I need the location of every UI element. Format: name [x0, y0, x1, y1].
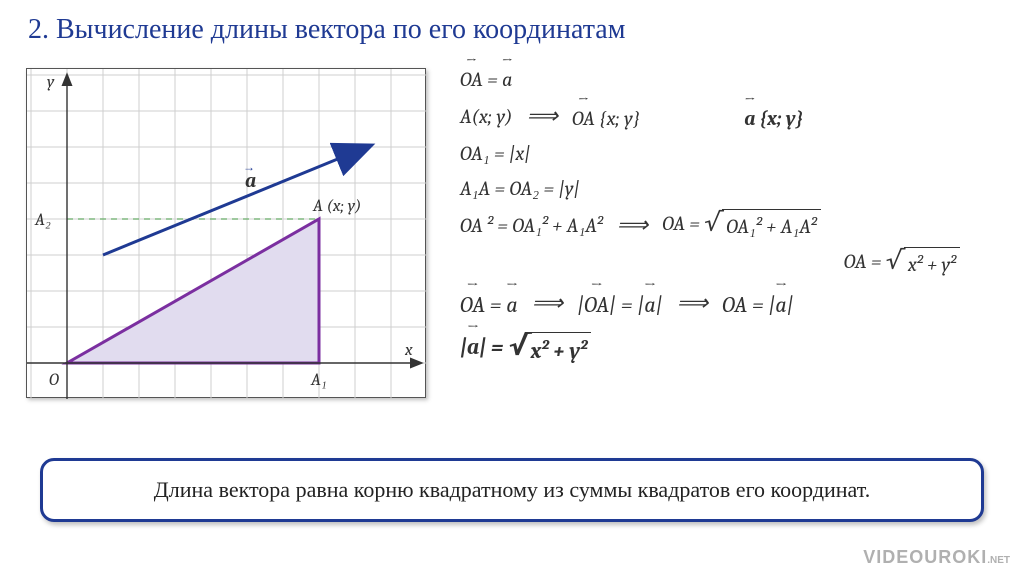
formula-7: OA = a ⟹ |OA| = |a| ⟹ OA = |a| [460, 284, 1020, 322]
svg-text:→: → [243, 160, 255, 174]
formula-block: OA = a A(x; y) ⟹ OA {x; y} a {x; y} OA₁ … [460, 60, 1020, 372]
svg-text:A₂: A₂ [34, 211, 51, 230]
summary-callout: Длина вектора равна корню квадратному из… [40, 458, 984, 522]
formula-2: A(x; y) ⟹ OA {x; y} a {x; y} [460, 99, 1020, 134]
page-title: 2. Вычисление длины вектора по его коорд… [28, 14, 625, 46]
coordinate-plot: yxOA₁A₂A (x; y)a→ [26, 68, 426, 398]
svg-text:x: x [404, 341, 413, 360]
svg-text:y: y [47, 73, 55, 92]
watermark-main: VIDEOUROKI [863, 547, 987, 567]
watermark-suffix: .NET [987, 555, 1010, 566]
svg-text:O: O [49, 371, 59, 390]
formula-6: OA = √x² + y² [460, 246, 1020, 280]
formula-3: OA₁ = |x| [460, 138, 1020, 169]
formula-8: |a| = √x² + y² [460, 326, 1020, 368]
formula-1: OA = a [460, 60, 1020, 95]
formula-4: A₁A = OA₂ = |y| [460, 173, 1020, 204]
plot-svg: yxOA₁A₂A (x; y)a→ [27, 69, 427, 399]
watermark: VIDEOUROKI.NET [863, 547, 1010, 568]
svg-text:A (x; y): A (x; y) [312, 197, 361, 216]
formula-5: OA ² = OA₁² + A₁A² ⟹ OA = √OA₁² + A₁A² [460, 208, 1020, 242]
svg-text:A₁: A₁ [310, 371, 327, 390]
